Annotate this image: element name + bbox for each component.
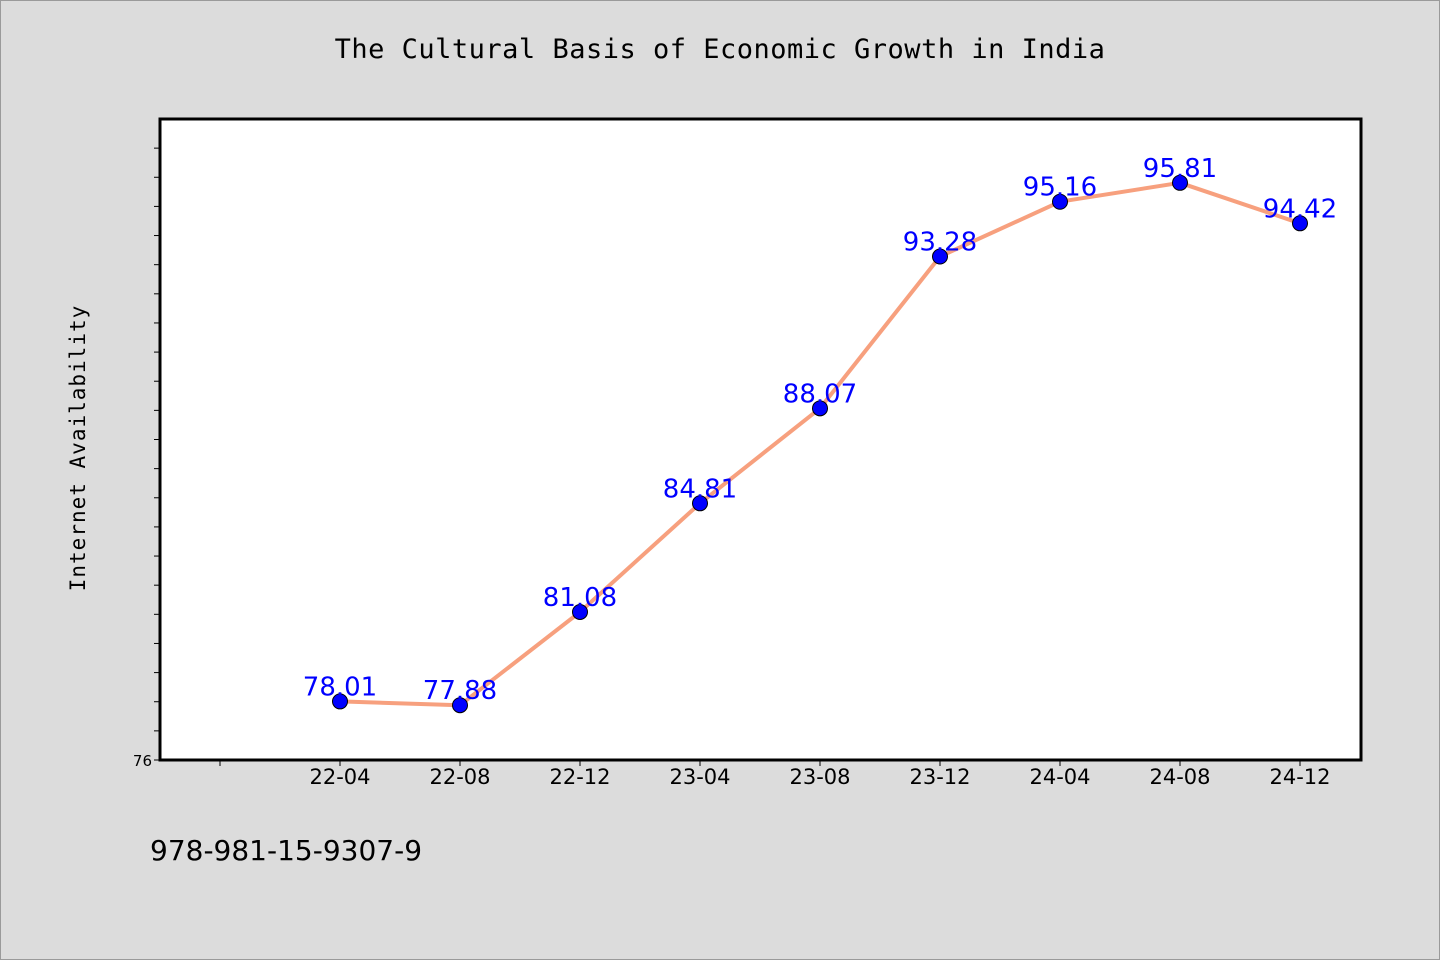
data-point xyxy=(1172,174,1188,191)
x-tick-label: 24-08 xyxy=(1149,765,1210,789)
data-point xyxy=(452,697,468,714)
data-labels: 78.01 77.88 81.08 84.81 88.07 93.28 95.16 95.81… xyxy=(303,154,1337,706)
y-axis-label: Internet Availability xyxy=(66,305,90,592)
x-tick-label: 24-12 xyxy=(1269,765,1330,789)
isbn-footer: 978-981-15-9307-9 xyxy=(150,834,423,867)
data-label: 78.01 xyxy=(303,672,377,702)
data-label: 95.81 xyxy=(1143,154,1217,184)
data-label: 88.07 xyxy=(783,379,857,409)
data-point xyxy=(932,248,948,265)
data-label: 94.42 xyxy=(1263,194,1337,224)
x-tick-label: 23-08 xyxy=(789,765,850,789)
data-label: 93.28 xyxy=(903,228,977,258)
data-point xyxy=(1052,193,1068,210)
data-point xyxy=(812,400,828,417)
plot-area xyxy=(158,117,1363,762)
data-point xyxy=(1292,215,1308,232)
x-axis-ticks: 22-04 22-08 22-12 23-04 23-08 23-12 24-04 24-08… xyxy=(219,760,1331,789)
data-point xyxy=(332,693,348,710)
x-tick-label: 24-04 xyxy=(1029,765,1090,789)
x-tick-label: 23-12 xyxy=(909,765,970,789)
data-point xyxy=(572,603,588,620)
data-label: 77.88 xyxy=(423,676,497,706)
data-point xyxy=(692,495,708,512)
x-tick-label: 22-08 xyxy=(429,765,490,789)
chart-title: The Cultural Basis of Economic Growth in… xyxy=(334,34,1106,65)
y-axis-ticks xyxy=(154,147,160,761)
y-tick-label-min: 76 xyxy=(133,752,152,770)
data-label: 95.16 xyxy=(1023,173,1097,203)
x-tick-label: 22-04 xyxy=(309,765,370,789)
x-tick-label: 23-04 xyxy=(669,765,730,789)
data-label: 81.08 xyxy=(543,583,617,613)
series-markers xyxy=(332,174,1308,714)
data-label: 84.81 xyxy=(663,474,737,504)
x-tick-label: 22-12 xyxy=(549,765,610,789)
